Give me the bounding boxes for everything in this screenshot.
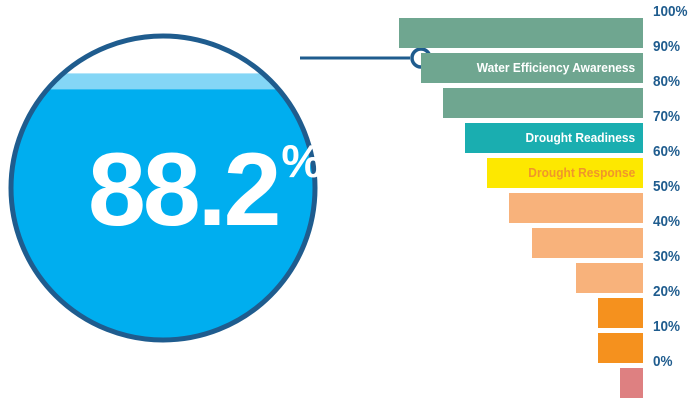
y-tick-label: 70% <box>653 108 681 125</box>
ladder-bar <box>509 193 643 223</box>
percentage-sign: % <box>281 135 323 187</box>
chart: 88.2% Water Efficiency Awareness Drought … <box>8 3 688 398</box>
y-tick-label: 60% <box>653 143 681 160</box>
y-tick-label: 20% <box>653 283 681 300</box>
ladder-bar-label: Drought Response <box>528 165 635 180</box>
y-tick-label: 50% <box>653 178 681 195</box>
y-tick-label: 10% <box>653 318 681 335</box>
ladder-bar <box>620 368 643 398</box>
y-tick-label: 30% <box>653 248 681 265</box>
ladder-bar: Drought Response <box>487 158 643 188</box>
ladder-bar-label: Water Efficiency Awareness <box>476 60 635 75</box>
ladder-bar-label: Drought Readiness <box>525 130 635 145</box>
percentage-value: 88.2% <box>88 138 322 242</box>
ladder-bar: Water Efficiency Awareness <box>421 53 643 83</box>
y-tick-label: 90% <box>653 38 681 55</box>
ladder-bar <box>443 88 643 118</box>
ladder-bar <box>598 333 643 363</box>
y-tick-label: 100% <box>653 3 688 20</box>
y-tick-label: 80% <box>653 73 681 90</box>
ladder-bar <box>399 18 643 48</box>
ladder-bar <box>576 263 643 293</box>
level-ladder: Water Efficiency Awareness Drought Readin… <box>399 3 688 398</box>
gauge-outline <box>8 33 318 343</box>
water-gauge <box>8 33 432 343</box>
percentage-number: 88.2 <box>88 132 281 248</box>
y-tick-label: 0% <box>653 353 673 370</box>
y-tick-label: 40% <box>653 213 681 230</box>
ladder-bar: Drought Readiness <box>465 123 643 153</box>
ladder-bar <box>598 298 643 328</box>
ladder-bar <box>532 228 643 258</box>
water-fill <box>13 89 313 338</box>
